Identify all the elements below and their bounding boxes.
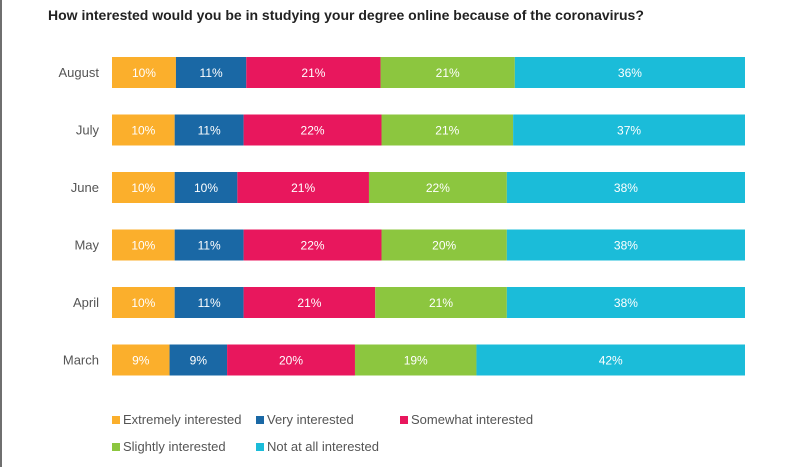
legend-label: Not at all interested <box>267 439 380 454</box>
legend-label: Slightly interested <box>123 439 226 454</box>
bar-segment <box>237 172 369 203</box>
legend-label: Extremely interested <box>123 412 242 427</box>
category-label: July <box>76 123 100 138</box>
bar-segment <box>514 57 745 88</box>
bar-segment <box>112 344 170 376</box>
bar-segment <box>506 172 745 203</box>
bar-segment <box>174 229 244 261</box>
bar-segment <box>174 114 244 146</box>
bar-segment <box>174 172 238 203</box>
data-label: 11% <box>198 124 221 138</box>
data-label: 11% <box>198 296 221 310</box>
bar-segment <box>381 229 507 261</box>
legend-swatch <box>256 415 264 424</box>
data-label: 42% <box>599 354 623 368</box>
bar-segment <box>513 114 745 146</box>
data-label: 10% <box>131 124 155 138</box>
data-label: 21% <box>297 296 321 310</box>
bar-segment <box>227 344 355 376</box>
data-label: 21% <box>429 296 453 310</box>
data-label: 38% <box>614 181 638 195</box>
bar-segment <box>375 287 507 318</box>
data-label: 11% <box>200 66 223 80</box>
chart-title: How interested would you be in studying … <box>48 7 644 23</box>
data-label: 22% <box>426 181 450 195</box>
data-label: 22% <box>301 239 325 253</box>
category-label: March <box>63 353 99 368</box>
data-label: 21% <box>436 66 460 80</box>
bar-segment <box>246 57 381 88</box>
category-label: April <box>73 295 99 310</box>
data-label: 20% <box>432 239 456 253</box>
bar-segment <box>243 229 382 261</box>
category-label: August <box>59 65 100 80</box>
legend-item-slightly-interested: Slightly interested <box>112 439 256 454</box>
data-label: 11% <box>198 239 221 253</box>
data-label: 10% <box>131 181 155 195</box>
data-label: 19% <box>404 354 428 368</box>
data-label: 37% <box>617 124 641 138</box>
bar-segment <box>381 114 514 146</box>
bar-segment <box>506 229 745 261</box>
data-label: 21% <box>291 181 315 195</box>
bar-segment <box>112 172 175 203</box>
bar-segment <box>112 229 175 261</box>
bar-segment <box>175 57 247 88</box>
data-label: 36% <box>618 66 642 80</box>
legend-swatch <box>112 415 120 424</box>
bar-segment <box>243 287 376 318</box>
bar-segment <box>476 344 745 376</box>
data-label: 9% <box>132 354 150 368</box>
data-label: 10% <box>132 66 156 80</box>
bar-segment <box>506 287 745 318</box>
data-label: 21% <box>301 66 325 80</box>
bar-segment <box>169 344 228 376</box>
data-label: 21% <box>435 124 459 138</box>
data-label: 10% <box>194 181 218 195</box>
category-label: May <box>74 238 99 253</box>
category-label: June <box>71 180 99 195</box>
legend-item-somewhat-interested: Somewhat interested <box>400 412 533 427</box>
legend-label: Somewhat interested <box>411 412 534 427</box>
legend-row-2: Slightly interested Not at all intereste… <box>112 433 533 460</box>
data-label: 20% <box>279 354 303 368</box>
bar-segment <box>354 344 477 376</box>
bar-segment <box>112 57 176 88</box>
legend-item-very-interested: Very interested <box>256 412 400 427</box>
bar-segment <box>112 114 175 146</box>
data-label: 9% <box>190 354 208 368</box>
legend-swatch <box>256 442 264 451</box>
legend-item-extremely-interested: Extremely interested <box>112 412 256 427</box>
data-label: 10% <box>131 296 155 310</box>
bar-segment <box>174 287 244 318</box>
data-label: 22% <box>301 124 325 138</box>
bar-segment <box>380 57 515 88</box>
bar-segment <box>112 287 175 318</box>
legend-label: Very interested <box>267 412 354 427</box>
legend-item-not-at-all-interested: Not at all interested <box>256 439 379 454</box>
left-border <box>0 0 2 467</box>
stacked-bar-chart: August 10% 11% 21% 21% 36% July 10% 11% 22% 21% 37%… <box>59 57 745 376</box>
data-label: 10% <box>131 239 155 253</box>
legend-row-1: Extremely interested Very interested Som… <box>112 406 533 433</box>
bar-segment <box>243 114 382 146</box>
legend: Extremely interested Very interested Som… <box>112 406 533 460</box>
data-label: 38% <box>614 239 638 253</box>
data-label: 38% <box>614 296 638 310</box>
legend-swatch <box>400 415 408 424</box>
bar-segment <box>368 172 507 203</box>
legend-swatch <box>112 442 120 451</box>
